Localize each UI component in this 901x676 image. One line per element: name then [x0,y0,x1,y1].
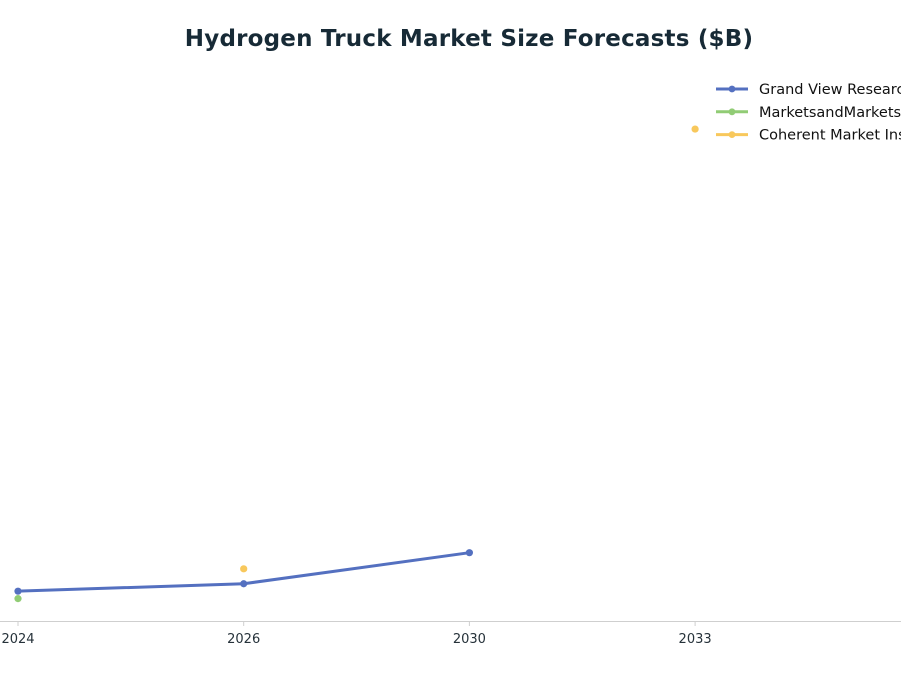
legend-item-coherent-market-insights: Coherent Market Insights [716,128,901,144]
legend-label-coherent-market-insights: Coherent Market Insights [759,128,901,144]
point-grand-view-research-2024 [14,587,22,595]
point-coherent-market-insights-2033 [691,125,699,133]
legend-marker-grand-view-research [728,85,736,93]
legend: Grand View Research MarketsandMarkets Cohe… [716,82,901,144]
chart-title: Hydrogen Truck Market Size Forecasts ($B… [184,26,754,52]
x-tick-label-2033: 2033 [679,632,712,647]
point-grand-view-research-2026 [240,580,248,588]
series-points [14,125,699,603]
legend-item-marketsandmarkets: MarketsandMarkets [716,105,901,121]
x-axis-ticks: 2024 2026 2030 2033 [1,621,712,647]
x-tick-label-2026: 2026 [227,632,260,647]
legend-marker-coherent-market-insights [728,131,736,139]
x-tick-label-2030: 2030 [453,632,486,647]
point-coherent-market-insights-2026 [240,565,248,573]
legend-label-marketsandmarkets: MarketsandMarkets [759,105,901,121]
legend-item-grand-view-research: Grand View Research [716,82,901,98]
legend-marker-marketsandmarkets [728,108,736,116]
x-tick-label-2024: 2024 [1,632,34,647]
point-marketsandmarkets-2024 [14,595,22,603]
legend-label-grand-view-research: Grand View Research [759,82,901,98]
point-grand-view-research-2030 [465,549,473,557]
